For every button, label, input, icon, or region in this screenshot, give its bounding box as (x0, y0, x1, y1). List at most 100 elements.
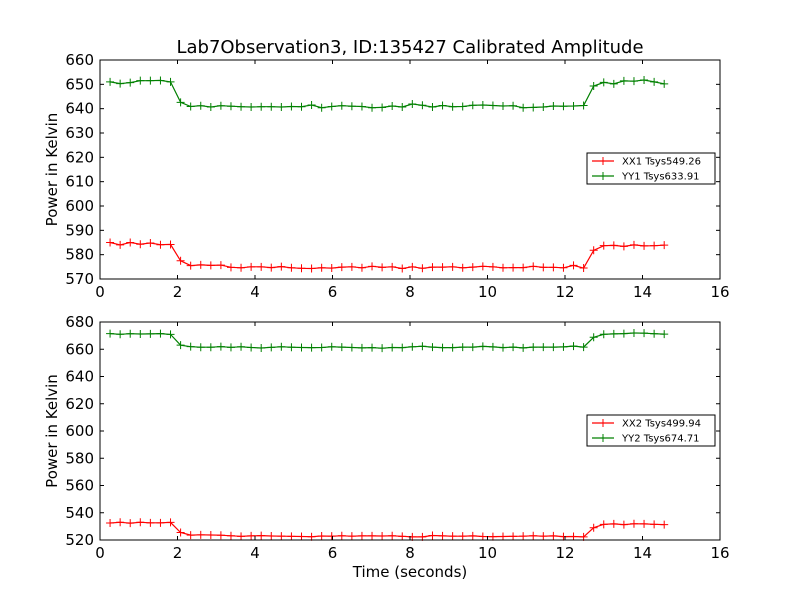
data-point (116, 79, 125, 88)
data-point (640, 329, 649, 338)
x-tick-label: 10 (478, 283, 497, 301)
data-point (660, 241, 669, 250)
data-point (519, 103, 528, 112)
data-point (347, 532, 356, 541)
data-point (619, 520, 628, 529)
data-point (509, 532, 518, 541)
data-point (277, 532, 286, 541)
data-point (458, 102, 467, 111)
data-point (176, 98, 185, 107)
legend-entry: XX2 Tsys499.94 (592, 419, 701, 430)
data-point (458, 263, 467, 272)
data-point (317, 532, 326, 541)
y-tick-label: 570 (65, 270, 94, 288)
data-point (146, 238, 155, 247)
data-point (468, 343, 477, 352)
data-point (307, 264, 316, 273)
data-point (106, 329, 115, 338)
data-point (307, 343, 316, 352)
legend-entry: XX1 Tsys549.26 (592, 157, 701, 168)
y-tick-label: 540 (65, 504, 94, 522)
data-point (388, 343, 397, 352)
x-tick-label: 6 (328, 283, 338, 301)
data-point (629, 77, 638, 86)
top-subplot: 0 2 4 6 8 10 12 14 16 570 580 590 600 610 620 630 640 650… (43, 51, 730, 301)
data-point (408, 100, 417, 109)
legend-entry: YY1 Tsys633.91 (592, 172, 700, 183)
data-point (216, 261, 225, 270)
y-axis-label: Power in Kelvin (43, 374, 61, 488)
data-point (166, 518, 175, 527)
data-point (357, 531, 366, 540)
data-point (549, 531, 558, 540)
data-point (136, 518, 145, 527)
y-tick-label: 580 (65, 449, 94, 467)
data-point (589, 82, 598, 91)
data-point (337, 263, 346, 272)
data-point (499, 532, 507, 541)
data-point (488, 342, 497, 351)
data-point (186, 342, 195, 351)
data-point (589, 523, 598, 532)
data-point (196, 260, 205, 269)
data-point (196, 343, 205, 352)
data-point (277, 102, 286, 111)
data-point (428, 102, 437, 111)
data-point (559, 342, 568, 351)
data-point (660, 520, 669, 529)
data-point (599, 330, 608, 339)
data-point (478, 532, 487, 541)
data-point (226, 531, 235, 540)
data-point (579, 343, 588, 352)
data-point (126, 329, 135, 338)
data-point (539, 102, 548, 111)
data-point (267, 102, 276, 111)
data-point (549, 263, 558, 272)
x-tick-label: 4 (250, 283, 260, 301)
data-point (257, 531, 266, 540)
x-tick-label: 2 (173, 283, 183, 301)
data-point (509, 101, 518, 110)
data-point (418, 342, 427, 351)
data-point (126, 519, 135, 528)
data-point (287, 532, 296, 541)
data-point (629, 329, 638, 338)
data-point (327, 264, 336, 273)
data-point (378, 532, 387, 541)
data-point (488, 262, 497, 271)
y-tick-label: 560 (65, 477, 94, 495)
data-point (529, 531, 538, 540)
data-point (418, 101, 427, 110)
data-point (458, 343, 467, 352)
data-point (438, 263, 447, 272)
y-tick-label: 630 (65, 124, 94, 142)
data-point (438, 101, 447, 110)
data-point (206, 343, 215, 352)
legend-label: XX2 Tsys499.94 (622, 419, 701, 430)
y-tick-label: 590 (65, 221, 94, 239)
data-point (216, 101, 225, 110)
data-point (146, 76, 155, 85)
legend-marker (599, 157, 607, 165)
data-point (166, 240, 175, 249)
data-point (327, 342, 336, 351)
data-point (549, 101, 558, 110)
y-tick-label: 680 (65, 313, 94, 331)
data-point (529, 262, 538, 271)
data-point (599, 241, 608, 250)
data-point (206, 102, 215, 111)
data-point (156, 240, 165, 249)
data-point (368, 103, 377, 112)
y-tick-label: 600 (65, 197, 94, 215)
data-point (317, 343, 326, 352)
data-point (650, 520, 659, 529)
data-point (237, 102, 246, 111)
data-point (640, 519, 649, 528)
data-point (660, 79, 669, 88)
data-point (478, 342, 487, 351)
data-point (136, 76, 145, 85)
data-point (237, 263, 246, 272)
data-point (378, 103, 387, 112)
data-point (146, 329, 155, 338)
